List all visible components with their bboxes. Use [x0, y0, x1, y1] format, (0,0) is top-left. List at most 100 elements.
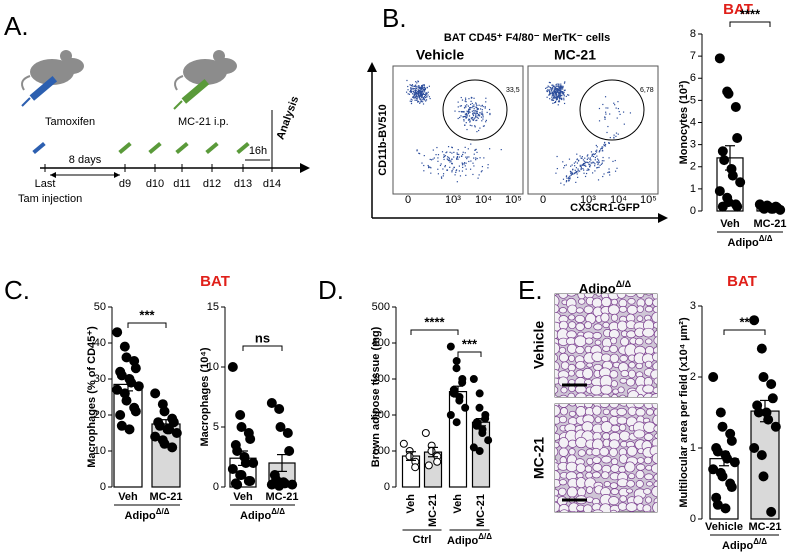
adipocyte: [635, 514, 643, 521]
event: [467, 105, 470, 107]
event: [412, 96, 414, 98]
event: [587, 161, 589, 164]
adipocyte: [645, 294, 653, 296]
event: [476, 108, 478, 110]
event: [415, 84, 417, 86]
event: [556, 95, 558, 97]
data-point: [719, 155, 730, 166]
event: [437, 173, 440, 175]
event: [595, 151, 598, 153]
event: [481, 120, 483, 122]
event: [476, 151, 478, 154]
event: [568, 180, 570, 182]
group-label-sup: Δ/Δ: [753, 537, 767, 546]
event: [549, 92, 551, 94]
event: [414, 91, 416, 93]
data-point: [726, 435, 737, 446]
event: [617, 133, 619, 135]
data-point: [717, 146, 728, 157]
event: [468, 110, 470, 113]
adipocyte: [652, 386, 657, 395]
adipocyte: [653, 408, 657, 417]
event: [629, 112, 632, 114]
error-bar: [453, 385, 463, 398]
event: [608, 168, 610, 170]
event: [546, 96, 548, 98]
event: [561, 97, 563, 99]
event: [457, 101, 459, 103]
adipocyte: [555, 447, 559, 457]
y-tick-label: 8: [690, 28, 696, 40]
drug-label: Tamoxifen: [45, 116, 95, 128]
adipocyte: [575, 346, 585, 355]
event: [613, 102, 615, 104]
event: [462, 153, 464, 156]
event: [562, 93, 564, 95]
event: [472, 114, 475, 117]
event: [472, 119, 475, 121]
event: [423, 90, 425, 92]
adipocyte: [617, 320, 628, 332]
adipocyte: [560, 386, 568, 394]
event: [460, 96, 462, 99]
event: [412, 87, 414, 89]
event: [468, 115, 471, 117]
event: [556, 90, 559, 92]
event: [426, 96, 428, 98]
event: [558, 97, 561, 99]
adipocyte: [626, 480, 635, 488]
event: [420, 96, 422, 98]
event: [463, 115, 466, 118]
data-point: [475, 403, 484, 412]
adipocyte: [568, 448, 576, 456]
arrow-head: [658, 213, 668, 223]
event: [559, 86, 561, 88]
y-axis-label: CD11b-BV510: [377, 104, 389, 176]
panel-label: A.: [4, 11, 29, 41]
event: [549, 92, 551, 95]
event: [591, 153, 593, 155]
event: [473, 153, 475, 155]
data-point: [248, 458, 259, 468]
adipocytes: [555, 404, 657, 521]
event: [418, 90, 420, 93]
adipocyte: [653, 425, 657, 433]
event: [553, 85, 555, 87]
event: [453, 166, 455, 168]
data-point: [168, 417, 179, 428]
group-label-text: Adipo: [125, 510, 156, 522]
event: [597, 166, 599, 169]
event: [466, 116, 468, 118]
event: [579, 155, 581, 157]
gate-value: 33,5: [506, 87, 520, 94]
gate: [579, 79, 645, 141]
mouse: [21, 50, 84, 91]
adipocyte: [619, 377, 628, 384]
event: [466, 114, 468, 116]
adipocyte: [558, 352, 569, 363]
data-point: [455, 396, 464, 405]
event: [478, 174, 480, 176]
y-tick-label: 50: [94, 301, 106, 313]
event: [433, 157, 435, 159]
event: [407, 93, 409, 95]
event: [559, 96, 561, 98]
adipocyte: [578, 298, 586, 305]
event: [481, 104, 483, 106]
event: [464, 124, 466, 127]
data-point: [775, 204, 786, 215]
event: [555, 93, 557, 95]
adipocyte: [616, 407, 627, 416]
adipocyte: [651, 485, 657, 498]
event: [569, 178, 571, 180]
event: [594, 156, 597, 159]
event: [463, 118, 465, 121]
adipocyte: [651, 404, 657, 410]
drug-label: MC-21 i.p.: [178, 116, 229, 128]
error-bar: [476, 418, 486, 427]
event: [589, 158, 591, 160]
event: [415, 89, 417, 91]
adipocyte: [558, 487, 567, 496]
adipocyte: [645, 338, 653, 345]
event: [596, 161, 598, 163]
